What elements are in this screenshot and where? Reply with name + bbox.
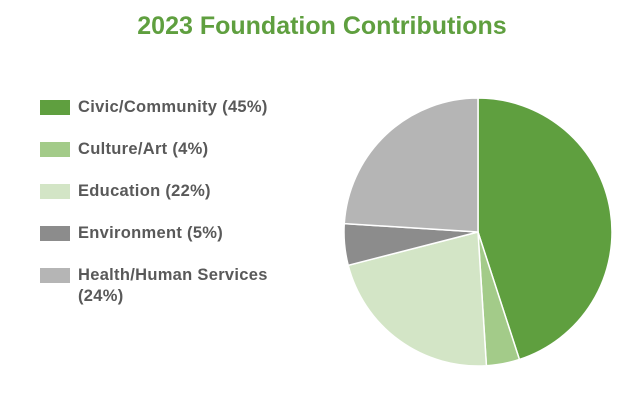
legend-label-environment: Environment (5%): [78, 224, 224, 242]
legend-swatch-education: [40, 184, 70, 199]
legend-swatch-civic: [40, 100, 70, 115]
legend: Civic/Community (45%) Culture/Art (4%) E…: [40, 97, 300, 307]
legend-item-education: Education (22%): [40, 181, 300, 223]
legend-label-health: Health/Human Services (24%): [78, 266, 268, 305]
pie-slice-civic: [477, 97, 613, 361]
pie-chart: [340, 94, 616, 370]
legend-item-civic: Civic/Community (45%): [40, 97, 300, 139]
legend-swatch-environment: [40, 226, 70, 241]
legend-label-civic: Civic/Community (45%): [78, 98, 268, 116]
chart-title: 2023 Foundation Contributions: [137, 12, 507, 40]
legend-label-culture: Culture/Art (4%): [78, 140, 209, 158]
pie-slice-health: [343, 97, 479, 233]
legend-swatch-health: [40, 268, 70, 283]
pie-svg: [343, 97, 613, 367]
legend-item-health: Health/Human Services (24%): [40, 265, 300, 307]
legend-swatch-culture: [40, 142, 70, 157]
legend-item-environment: Environment (5%): [40, 223, 300, 265]
pie-slice-education: [347, 231, 488, 367]
legend-item-culture: Culture/Art (4%): [40, 139, 300, 181]
legend-label-education: Education (22%): [78, 182, 211, 200]
